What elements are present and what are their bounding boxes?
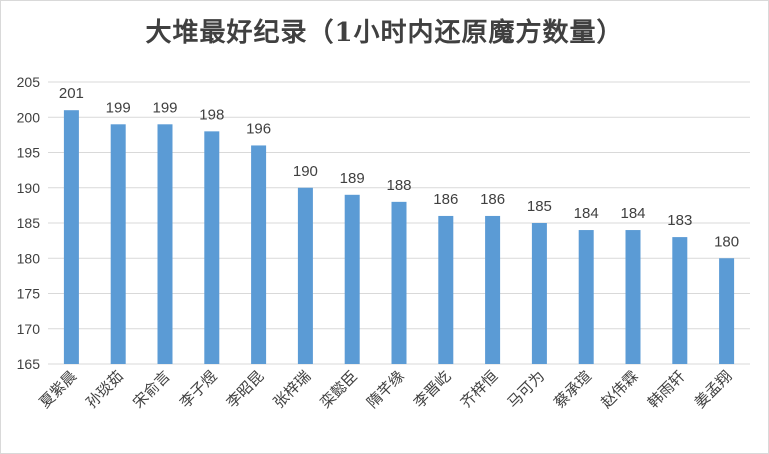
y-tick-label: 165: [17, 356, 41, 372]
bar: [297, 187, 313, 364]
bar: [719, 258, 735, 364]
data-label: 199: [106, 99, 131, 116]
y-tick-label: 200: [17, 109, 41, 125]
bar: [531, 223, 547, 364]
bar: [110, 124, 126, 364]
data-label: 189: [340, 170, 365, 187]
data-label: 180: [714, 233, 739, 250]
bar: [63, 110, 79, 364]
chart-title: 大堆最好纪录（1小时内还原魔方数量）: [145, 18, 624, 48]
bars: [63, 110, 735, 364]
data-label: 201: [59, 85, 84, 102]
data-label: 186: [480, 191, 505, 208]
x-tick-label: 马可为: [504, 367, 549, 412]
x-tick-label: 韩雨轩: [644, 367, 689, 412]
x-tick-label: 蔡承瑄: [550, 367, 595, 412]
x-tick-label: 隋芊缘: [363, 367, 408, 412]
data-labels: 201 199 199 198 196 190 189 188 186 186 185 184 184 1…: [59, 85, 739, 250]
y-axis: 165 170 175 180 185 190 195 200 205: [17, 74, 41, 372]
x-tick-label: 夏紫晨: [36, 367, 81, 412]
x-tick-label: 李晋屹: [410, 367, 455, 412]
x-tick-label: 李子煜: [176, 367, 221, 412]
y-tick-label: 195: [17, 145, 41, 161]
data-label: 190: [293, 163, 318, 180]
bar: [391, 201, 407, 364]
data-label: 184: [574, 205, 599, 222]
data-label: 188: [386, 177, 411, 194]
data-label: 183: [667, 212, 692, 229]
data-label: 196: [246, 120, 271, 137]
bar: [204, 131, 220, 364]
y-tick-label: 190: [17, 180, 41, 196]
bar: [672, 237, 688, 364]
x-tick-label: 赵伟霖: [597, 367, 642, 412]
data-label: 198: [199, 106, 224, 123]
x-tick-label: 孙琰茹: [82, 367, 127, 412]
data-label: 186: [433, 191, 458, 208]
x-tick-label: 齐梓恒: [457, 367, 502, 412]
data-label: 185: [527, 198, 552, 215]
data-label: 199: [152, 99, 177, 116]
bar: [578, 230, 594, 364]
y-tick-label: 180: [17, 250, 41, 266]
bar: [344, 194, 360, 364]
y-tick-label: 185: [17, 215, 41, 231]
bar: [625, 230, 641, 364]
x-axis: 夏紫晨 孙琰茹 宋俞言 李子煜 李昭昆 张梓瑞 栾懿臣 隋芊缘 李晋屹 齐梓恒 马可为 蔡承瑄 赵伟霖韩…: [36, 367, 736, 412]
y-tick-label: 170: [17, 321, 41, 337]
x-tick-label: 张梓瑞: [270, 367, 315, 412]
x-tick-label: 李昭昆: [223, 367, 268, 412]
y-tick-label: 175: [17, 286, 41, 302]
bar: [438, 215, 454, 364]
x-tick-label: 宋俞言: [129, 367, 174, 412]
y-tick-label: 205: [17, 74, 41, 90]
bar: [157, 124, 173, 364]
data-label: 184: [620, 205, 645, 222]
bar: [485, 215, 501, 364]
x-tick-label: 姜孟翔: [691, 367, 736, 412]
x-tick-label: 栾懿臣: [316, 367, 361, 412]
bar: [251, 145, 267, 364]
